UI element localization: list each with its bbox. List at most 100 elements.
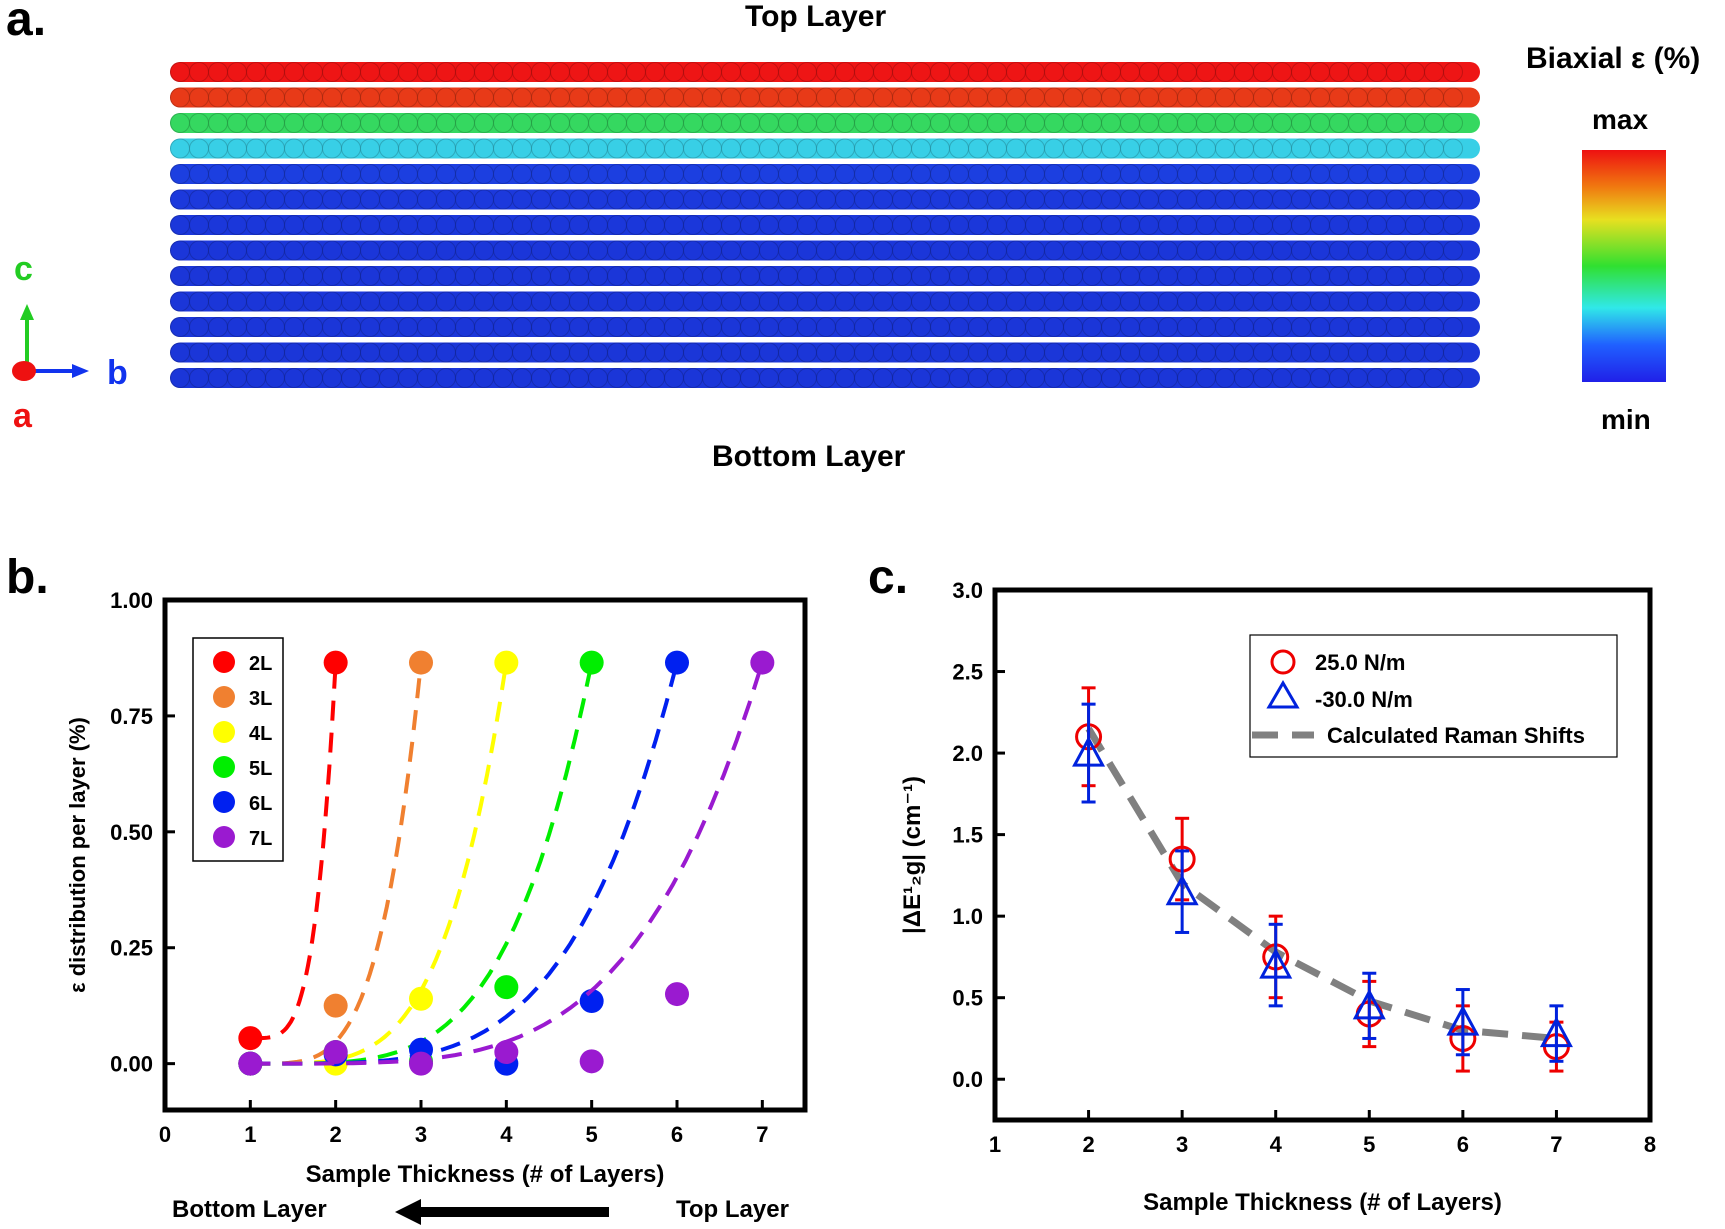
atom xyxy=(455,240,475,261)
atom xyxy=(398,342,418,363)
atom xyxy=(246,189,266,210)
atom xyxy=(284,87,304,108)
atom xyxy=(1272,291,1292,312)
atom xyxy=(626,342,646,363)
atom xyxy=(1082,342,1102,363)
atom xyxy=(1253,164,1273,184)
atom xyxy=(189,266,209,286)
atom xyxy=(322,87,342,108)
atom xyxy=(588,291,608,312)
atom xyxy=(1424,317,1444,337)
atom xyxy=(455,87,475,108)
atom xyxy=(1063,368,1083,388)
atom xyxy=(284,291,304,312)
atom xyxy=(949,164,969,184)
atom xyxy=(1025,266,1045,286)
atom xyxy=(1329,240,1349,261)
atom xyxy=(170,87,190,108)
atom xyxy=(284,138,304,159)
atom xyxy=(1196,240,1216,261)
y-tick-label: 1.5 xyxy=(952,823,983,848)
atom xyxy=(512,291,532,312)
atom xyxy=(246,266,266,286)
atom-row xyxy=(170,291,1480,312)
atom xyxy=(1424,266,1444,286)
atom xyxy=(417,240,437,261)
atom xyxy=(284,342,304,363)
colorbar xyxy=(1582,150,1666,382)
atom xyxy=(474,215,494,235)
atom xyxy=(398,62,418,82)
atom xyxy=(778,291,798,312)
atom xyxy=(702,291,722,312)
y-tick-label: 1.00 xyxy=(110,588,153,613)
atom xyxy=(284,240,304,261)
atom xyxy=(721,240,741,261)
atom xyxy=(740,87,760,108)
atom xyxy=(721,215,741,235)
atom xyxy=(474,291,494,312)
atom xyxy=(208,215,228,235)
atom xyxy=(322,240,342,261)
atom xyxy=(1158,189,1178,210)
atom xyxy=(322,368,342,388)
atom xyxy=(398,164,418,184)
atom xyxy=(360,342,380,363)
atom xyxy=(436,368,456,388)
atom xyxy=(1386,240,1406,261)
atom xyxy=(1063,62,1083,82)
atom xyxy=(873,266,893,286)
atom xyxy=(778,87,798,108)
atom xyxy=(1120,291,1140,312)
atom xyxy=(626,189,646,210)
atom xyxy=(626,62,646,82)
atom xyxy=(474,266,494,286)
atom xyxy=(1006,113,1026,133)
atom xyxy=(550,138,570,159)
atom xyxy=(1082,215,1102,235)
atom xyxy=(170,317,190,337)
atom xyxy=(417,87,437,108)
atom xyxy=(816,368,836,388)
atom xyxy=(208,317,228,337)
atom xyxy=(531,164,551,184)
atom xyxy=(1082,113,1102,133)
atom xyxy=(379,138,399,159)
atom xyxy=(797,342,817,363)
atom xyxy=(474,164,494,184)
atom xyxy=(569,317,589,337)
atom xyxy=(1405,215,1425,235)
atom xyxy=(1253,291,1273,312)
atom xyxy=(1120,215,1140,235)
atom xyxy=(778,189,798,210)
atom xyxy=(702,342,722,363)
atom xyxy=(398,138,418,159)
atom xyxy=(512,138,532,159)
atom xyxy=(1367,342,1387,363)
atom xyxy=(892,164,912,184)
atom xyxy=(531,215,551,235)
atom xyxy=(1443,266,1463,286)
atom xyxy=(1234,317,1254,337)
atom xyxy=(1253,215,1273,235)
atom xyxy=(740,291,760,312)
atom xyxy=(493,291,513,312)
atom xyxy=(550,317,570,337)
atom xyxy=(968,113,988,133)
atom xyxy=(702,266,722,286)
atom xyxy=(930,291,950,312)
atom xyxy=(1310,342,1330,363)
atom xyxy=(816,266,836,286)
atom xyxy=(759,113,779,133)
atom xyxy=(246,113,266,133)
atom xyxy=(702,215,722,235)
atom xyxy=(1253,240,1273,261)
atom xyxy=(949,189,969,210)
atom xyxy=(1348,368,1368,388)
atom xyxy=(360,317,380,337)
atom xyxy=(1291,317,1311,337)
atom xyxy=(360,164,380,184)
atom xyxy=(1158,164,1178,184)
atom xyxy=(550,87,570,108)
atom xyxy=(1272,87,1292,108)
